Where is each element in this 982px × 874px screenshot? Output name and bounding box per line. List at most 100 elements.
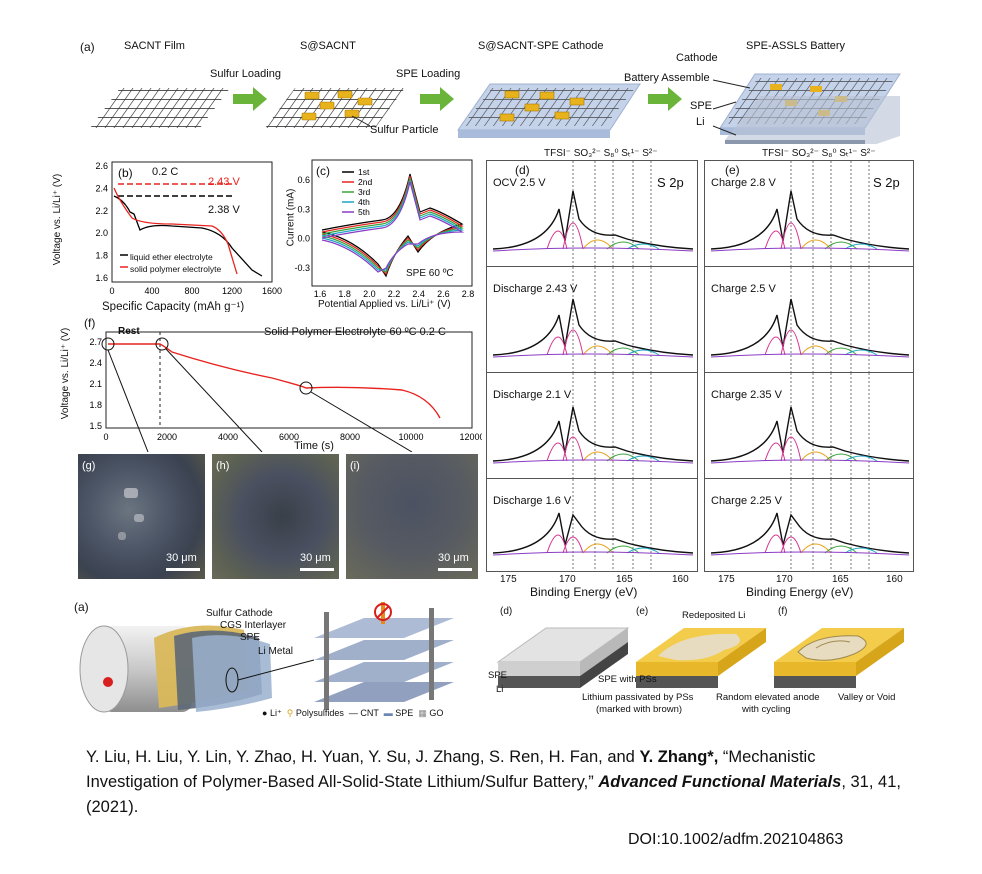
panel-f-ytick-0: 2.7 (89, 337, 102, 347)
xps-peak-1 (546, 442, 568, 462)
panel-f-marker-i (299, 381, 313, 395)
panel-c-label: (c) (316, 164, 330, 178)
layer-li-metal: Li Metal (258, 646, 294, 657)
layer-sulfur-cathode: Sulfur Cathode (206, 608, 273, 619)
xps-peak-4 (606, 347, 640, 356)
panel-c-legend-3: 3rd (358, 187, 371, 197)
d-layer-li: Li (496, 684, 504, 695)
xps-peak-4 (824, 453, 858, 462)
photo-h-scalebar (300, 568, 334, 571)
panel-c-legend-1: 1st (358, 167, 370, 177)
roll-core (103, 677, 113, 687)
xps-d-row-3-svg (492, 373, 694, 479)
xps-e-row-4: Charge 2.25 V (704, 478, 914, 572)
xps-peak-5 (626, 547, 660, 554)
callout-sulfur-particle: Sulfur Particle (370, 124, 439, 136)
xps-e: TFSI⁻ SO₃²⁻ S₈⁰ Sₜ¹⁻ S²⁻ (e) S 2p Charge… (700, 144, 916, 600)
xps-peak-5 (844, 349, 878, 356)
xps-envelope (492, 298, 694, 356)
xps-background (710, 353, 910, 358)
panel-f-xtick-4: 8000 (340, 432, 360, 442)
panel-b-v1: 2.43 V (208, 176, 240, 188)
panel-c-ytick-1: 0.3 (297, 204, 310, 214)
xps-background (710, 247, 910, 252)
def-label-d: (d) (500, 606, 513, 617)
panel-b-liquid-curve (113, 195, 263, 277)
xps-e-row-1: (e) S 2p Charge 2.8 V (704, 160, 914, 268)
photo-g-scale: 30 μm (166, 552, 197, 564)
xps-e-row-1-svg (710, 161, 910, 267)
xps-d-row-1-label: OCV 2.5 V (493, 177, 546, 189)
photo-g-scalebar (166, 568, 200, 571)
panel-b-xtick-1: 400 (144, 286, 159, 296)
xps-e-row-3-label: Charge 2.35 V (711, 389, 782, 401)
panel-c-cycle-1 (321, 173, 464, 278)
panel-f-title: Solid Polymer Electrolyte 60 ºC 0.2 C (264, 326, 446, 338)
panel-f-axes (105, 331, 473, 429)
callout-spe: SPE (690, 100, 713, 112)
bottom-a-label: (a) (74, 600, 89, 614)
panel-c-annotation: SPE 60 ºC (406, 268, 454, 279)
schematic-top-svg (90, 73, 901, 148)
citation-tail: , 31, 41, (2021). (86, 773, 901, 816)
schematic-top: (a) SACNT Film S@SACNT S@SACNT-SPE Catho… (70, 36, 910, 148)
citation-highlight-author: Y. Zhang*, (639, 748, 719, 766)
xps-d-row-4-label: Discharge 1.6 V (493, 495, 572, 507)
legend-spe: SPE (395, 708, 414, 718)
xps-envelope (492, 512, 694, 554)
xps-d-row-1-svg (492, 161, 694, 267)
xps-d-s2p: S 2p (657, 175, 684, 190)
panel-f-xtick-2: 4000 (218, 432, 238, 442)
panel-c-ytick-0: 0.6 (297, 175, 310, 185)
def-label-f: (f) (778, 606, 788, 617)
panel-c-xtick-0: 1.6 (314, 289, 327, 299)
xps-background (492, 459, 694, 464)
legend-polysulfides: Polysulfides (295, 708, 344, 718)
panel-b: 0 400 800 1200 1600 2.6 2.4 2.2 2.0 1.8 1.6 (b) 0.… (52, 152, 290, 313)
xps-peak-2 (562, 222, 584, 250)
panel-b-xtick-4: 1600 (262, 286, 282, 296)
xps-e-header: TFSI⁻ SO₃²⁻ S₈⁰ Sₜ¹⁻ S²⁻ (762, 148, 876, 159)
schematic-bottom: (a) Sulfur Cathode CGS Interlayer SPE Li… (74, 598, 494, 720)
legend-li-icon: ● (262, 708, 268, 718)
photo-g: (g) 30 μm (78, 454, 205, 579)
xps-d-header: TFSI⁻ SO₃²⁻ S₈⁰ Sₜ¹⁻ S²⁻ (544, 148, 658, 159)
panel-f-ylabel: Voltage vs. Li/Li⁺ (V) (60, 327, 72, 420)
xps-e-tick-160: 160 (886, 574, 903, 585)
xps-peak-1 (764, 230, 786, 250)
panel-c-ytick-3: -0.3 (294, 263, 310, 273)
panel-b-svg: 0 400 800 1200 1600 2.6 2.4 2.2 2.0 1.8 1.6 (95, 161, 282, 296)
xps-background (492, 353, 694, 358)
panel-f-xtick-5: 10000 (398, 432, 423, 442)
panel-c-xtick-4: 2.4 (412, 289, 425, 299)
xps-peak-5 (626, 349, 660, 356)
citation-doi: DOI:10.1002/adfm.202104863 (628, 831, 844, 848)
xps-d-row-3-label: Discharge 2.1 V (493, 389, 572, 401)
citation-title: “Mechanistic Investigation of Polymer-Ba… (86, 748, 816, 791)
xps-envelope (492, 190, 694, 250)
panel-f-svg: 0 2000 4000 6000 8000 10000 12000 2.7 2.4 2.1 1.8 1… (89, 331, 485, 453)
panel-b-ytick-4: 1.8 (95, 251, 108, 261)
panel-c-cycle-4 (321, 179, 464, 271)
xps-peak-5 (844, 455, 878, 462)
xps-d-tick-165: 165 (616, 574, 633, 585)
panel-b-xtick-3: 1200 (222, 286, 242, 296)
panel-f-ytick-4: 1.5 (89, 421, 102, 431)
cnt-mesh-1 (90, 88, 230, 128)
callout-cathode: Cathode (676, 52, 718, 64)
xps-peak-2 (562, 329, 584, 356)
xps-peak-1 (546, 230, 568, 250)
xps-e-row-4-label: Charge 2.25 V (711, 495, 782, 507)
panel-b-ytick-3: 2.0 (95, 228, 108, 238)
xps-envelope (710, 406, 910, 462)
sulfur-particles (301, 90, 373, 121)
xps-peak-4 (606, 453, 640, 462)
xps-d-label: (d) (515, 163, 530, 177)
legend-go-icon: ▦ (418, 708, 427, 718)
arrow-2 (420, 87, 454, 111)
panel-f-pointer-g (107, 349, 149, 453)
panel-f-xtick-1: 2000 (157, 432, 177, 442)
e-callout-brown: (marked with brown) (596, 704, 683, 715)
xps-peak-2 (562, 436, 584, 462)
panel-b-ytick-2: 2.2 (95, 206, 108, 216)
